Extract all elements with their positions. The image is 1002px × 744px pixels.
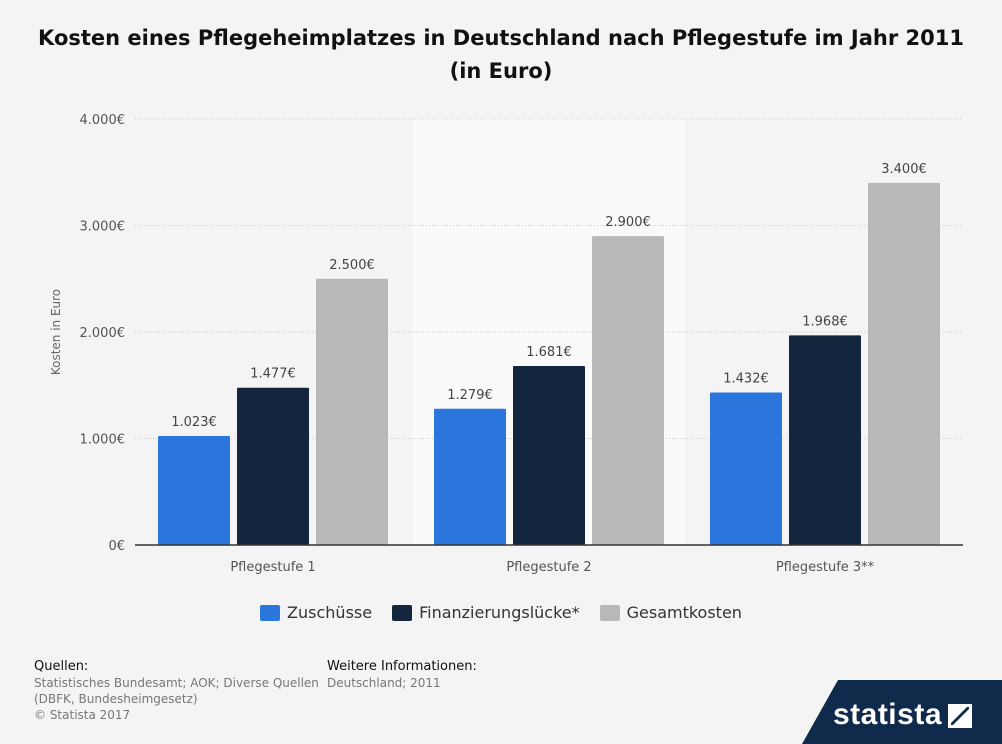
- legend-label: Gesamtkosten: [626, 603, 742, 622]
- legend-swatch: [392, 604, 413, 621]
- legend-item-finanzierungsluecke[interactable]: Finanzierungslücke*: [392, 603, 580, 622]
- sources-block: Quellen: Statistisches Bundesamt; AOK; D…: [34, 659, 324, 723]
- x-tick-label: Pflegestufe 3**: [776, 560, 875, 575]
- x-tick-label: Pflegestufe 2: [506, 560, 591, 575]
- data-label: 1.681€: [526, 345, 572, 360]
- more-info-heading: Weitere Informationen:: [327, 659, 477, 674]
- bar: [789, 335, 861, 545]
- data-label: 1.432€: [723, 371, 769, 386]
- sources-line: (DBFK, Bundesheimgesetz): [34, 692, 198, 706]
- legend-item-gesamtkosten[interactable]: Gesamtkosten: [599, 603, 742, 622]
- more-info-block: Weitere Informationen: Deutschland; 2011: [327, 659, 627, 691]
- legend-label: Zuschüsse: [287, 603, 373, 622]
- data-label: 2.500€: [329, 258, 375, 273]
- data-label: 1.968€: [802, 314, 848, 329]
- bar-chart: 0€ 1.000€ 2.000€ 3.000€ 4.000€ Kosten in Euro…: [49, 113, 963, 575]
- bar: [513, 365, 585, 545]
- legend: Zuschüsse Finanzierungslücke* Gesamtkost…: [0, 603, 1002, 622]
- data-label: 2.900€: [605, 215, 651, 230]
- y-tick-label: 4.000€: [80, 113, 126, 128]
- legend-swatch: [599, 604, 620, 621]
- bar: [237, 387, 309, 545]
- y-axis-label: Kosten in Euro: [49, 289, 63, 375]
- sources-heading: Quellen:: [34, 659, 89, 674]
- copyright: © Statista 2017: [34, 708, 131, 722]
- y-tick-label: 3.000€: [80, 220, 126, 235]
- sources-line[interactable]: Statistisches Bundesamt; AOK; Diverse Qu…: [34, 676, 319, 690]
- data-label: 1.477€: [250, 367, 296, 382]
- legend-swatch: [260, 604, 281, 621]
- y-tick-label: 1.000€: [80, 433, 126, 448]
- legend-label: Finanzierungslücke*: [419, 603, 580, 622]
- legend-item-zuschuesse[interactable]: Zuschüsse: [260, 603, 372, 622]
- y-tick-label: 0€: [108, 539, 125, 554]
- x-tick-label: Pflegestufe 1: [230, 560, 315, 575]
- data-label: 3.400€: [881, 162, 927, 177]
- statista-logo[interactable]: statista: [832, 698, 942, 731]
- bar: [316, 278, 388, 545]
- statista-logo-icon: [948, 704, 972, 728]
- bar: [158, 436, 230, 545]
- bar: [868, 182, 940, 545]
- bar: [592, 236, 664, 545]
- y-tick-label: 2.000€: [80, 326, 126, 341]
- data-label: 1.279€: [447, 388, 493, 403]
- bar: [434, 408, 506, 545]
- chart-title: Kosten eines Pflegeheimplatzes in Deutsc…: [38, 26, 964, 83]
- data-label: 1.023€: [171, 415, 217, 430]
- bar: [710, 392, 782, 545]
- more-info-text: Deutschland; 2011: [327, 676, 441, 690]
